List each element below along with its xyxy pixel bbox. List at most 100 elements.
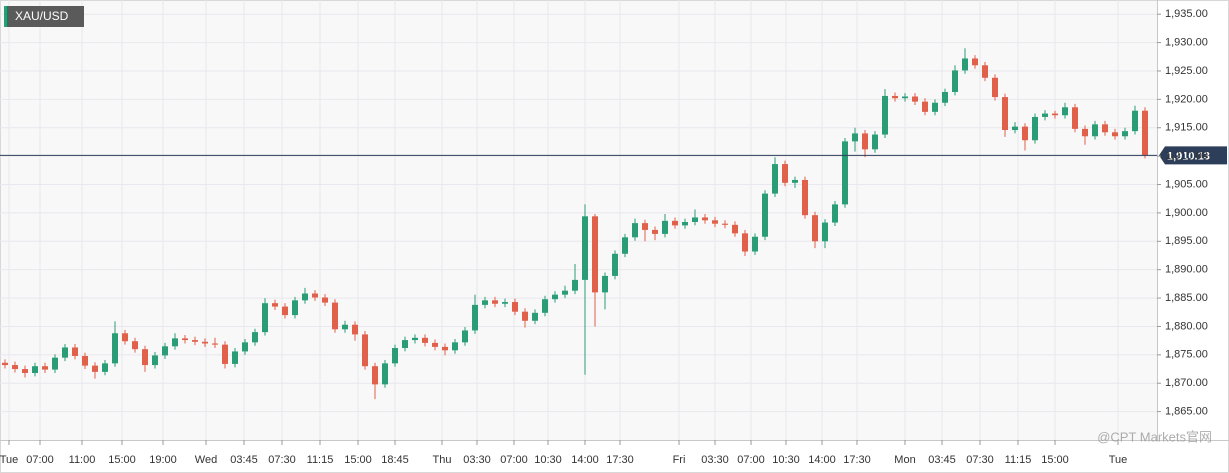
candle-body xyxy=(552,294,558,300)
legend-box xyxy=(4,6,84,27)
candle-body xyxy=(652,229,658,234)
x-tick-label: 07:30 xyxy=(268,454,296,466)
candle-body xyxy=(902,96,908,99)
x-tick-label: 17:30 xyxy=(843,454,871,466)
candle-body xyxy=(512,302,518,312)
x-tick-label: 11:15 xyxy=(1005,454,1032,466)
candle-body xyxy=(392,348,398,364)
candle-body xyxy=(432,342,438,347)
candle-body xyxy=(282,306,288,316)
candle-body xyxy=(562,290,568,295)
candle-body xyxy=(472,304,478,331)
y-tick-label: 1,885.00 xyxy=(1165,292,1208,304)
candle-body xyxy=(612,253,618,276)
candle-body xyxy=(162,346,168,356)
candle-body xyxy=(932,102,938,112)
x-tick-label: 11:15 xyxy=(307,454,334,466)
candle-body xyxy=(372,366,378,385)
candle-body xyxy=(912,96,918,102)
candle-body xyxy=(482,300,488,305)
candle-body xyxy=(82,355,88,366)
candle-body xyxy=(672,220,678,226)
candle-body xyxy=(122,333,128,342)
candle-body xyxy=(962,58,968,71)
candle-body xyxy=(1122,131,1128,137)
candle-body xyxy=(532,312,538,321)
candle-body xyxy=(642,223,648,230)
candle-body xyxy=(1002,97,1008,131)
x-tick-label: Wed xyxy=(195,454,217,466)
candle-body xyxy=(1082,128,1088,137)
candle-body xyxy=(1012,126,1018,131)
candle-body xyxy=(302,293,308,301)
candle-body xyxy=(422,337,428,343)
candle-body xyxy=(752,236,758,252)
candle-body xyxy=(1052,113,1058,116)
y-tick-label: 1,925.00 xyxy=(1165,65,1208,77)
x-tick-label: 07:30 xyxy=(966,454,994,466)
candle-body xyxy=(182,338,188,341)
candle-body xyxy=(692,217,698,222)
x-tick-label: Mon xyxy=(894,454,915,466)
y-tick-label: 1,930.00 xyxy=(1165,36,1208,48)
candle-body xyxy=(1062,107,1068,116)
x-tick-label: 03:30 xyxy=(463,454,491,466)
candle-body xyxy=(112,333,118,364)
candle-body xyxy=(52,357,58,370)
candle-body xyxy=(1132,110,1138,132)
candle-body xyxy=(222,344,228,364)
candle-body xyxy=(272,303,278,307)
candle-body xyxy=(792,179,798,183)
x-tick-label: 07:00 xyxy=(26,454,54,466)
candle-body xyxy=(332,302,338,330)
candle-body xyxy=(862,133,868,150)
x-tick-label: 11:00 xyxy=(69,454,96,466)
candle-body xyxy=(582,216,588,280)
y-tick-label: 1,905.00 xyxy=(1165,178,1208,190)
candle-body xyxy=(1,362,8,366)
candle-body xyxy=(982,65,988,78)
candle-body xyxy=(942,91,948,103)
candle-body xyxy=(1102,124,1108,133)
candle-body xyxy=(452,342,458,351)
candle-body xyxy=(242,342,248,352)
candle-body xyxy=(92,365,98,372)
candle-body xyxy=(62,347,68,358)
candle-body xyxy=(782,164,788,183)
candle-body xyxy=(252,332,258,343)
candle-body xyxy=(852,133,858,142)
candle-body xyxy=(352,324,358,335)
candle-body xyxy=(992,77,998,98)
x-tick-label: 17:30 xyxy=(606,454,634,466)
candle-body xyxy=(892,95,898,99)
legend-label: XAU/USD xyxy=(15,9,69,23)
y-tick-label: 1,910.00 xyxy=(1165,150,1208,162)
candle-body xyxy=(72,347,78,356)
candle-body xyxy=(232,351,238,364)
x-tick-label: 15:00 xyxy=(108,454,136,466)
plot-background xyxy=(0,0,1157,440)
candle-body xyxy=(622,237,628,254)
x-tick-label: 15:00 xyxy=(1041,454,1069,466)
candle-body xyxy=(102,363,108,372)
candle-body xyxy=(882,95,888,135)
x-tick-label: Tue xyxy=(1109,454,1128,466)
candle-body xyxy=(262,303,268,333)
x-tick-label: 14:00 xyxy=(808,454,836,466)
candle-body xyxy=(702,217,708,221)
x-tick-label: 10:30 xyxy=(772,454,800,466)
y-tick-label: 1,920.00 xyxy=(1165,93,1208,105)
candle-body xyxy=(522,311,528,321)
x-tick-label: Tue xyxy=(0,454,18,466)
candle-body xyxy=(172,338,178,347)
x-tick-label: 03:45 xyxy=(928,454,956,466)
candle-body xyxy=(382,363,388,385)
candle-body xyxy=(42,366,48,370)
x-tick-label: 15:00 xyxy=(344,454,372,466)
watermark: @CPT Markets官网 xyxy=(1097,429,1212,444)
candle-body xyxy=(842,141,848,205)
candle-body xyxy=(922,101,928,112)
candle-body xyxy=(972,58,978,66)
